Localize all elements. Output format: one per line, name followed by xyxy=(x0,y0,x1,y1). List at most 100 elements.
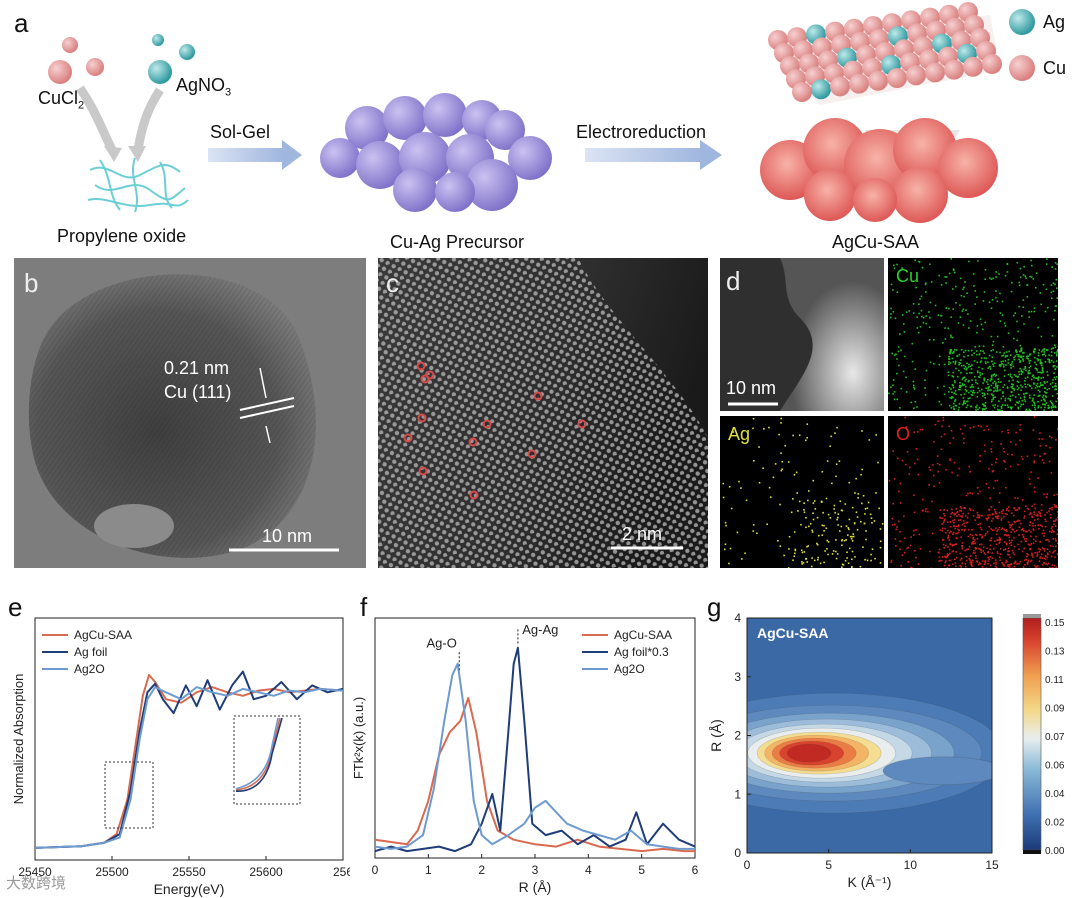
eds-dot xyxy=(925,369,928,372)
eds-dot xyxy=(974,552,976,554)
colorbar-cap xyxy=(1023,614,1041,618)
eds-dot xyxy=(943,393,946,396)
eds-dot xyxy=(841,563,844,566)
eds-dot xyxy=(972,515,975,517)
eds-dot xyxy=(966,548,968,551)
eds-dot xyxy=(860,520,862,523)
eds-dot xyxy=(901,554,904,556)
eds-dot xyxy=(962,402,965,405)
eds-dot xyxy=(960,359,962,361)
eds-dot xyxy=(829,517,832,519)
panel-e-letter: e xyxy=(8,592,23,622)
eds-dot xyxy=(1020,529,1023,531)
eds-dot xyxy=(906,450,909,453)
eds-dot xyxy=(1024,275,1027,277)
eds-dot xyxy=(950,336,952,338)
eds-dot xyxy=(1009,526,1011,529)
eds-dot xyxy=(1017,354,1020,356)
eds-dot xyxy=(999,547,1002,550)
eds-dot xyxy=(968,363,970,366)
eds-dot xyxy=(1043,557,1046,560)
eds-dot xyxy=(1009,556,1011,559)
eds-dot xyxy=(1040,335,1043,338)
eds-dot xyxy=(816,542,818,545)
eds-dot xyxy=(983,352,985,355)
eds-dot xyxy=(768,486,771,489)
eds-dot xyxy=(990,374,993,377)
eds-dot xyxy=(966,521,969,524)
eds-dot xyxy=(835,557,838,560)
eds-dot xyxy=(976,537,979,540)
propylene-oxide-label: Propylene oxide xyxy=(57,226,187,246)
eds-dot xyxy=(774,463,777,465)
eds-dot xyxy=(969,533,972,536)
eds-dot xyxy=(896,398,899,401)
eds-dot xyxy=(823,524,825,527)
eds-dot xyxy=(992,529,995,531)
eds-dot xyxy=(1013,520,1016,523)
eds-dot xyxy=(826,460,829,462)
eds-dot xyxy=(861,468,863,471)
eds-dot xyxy=(948,363,950,366)
eds-dot xyxy=(1020,389,1022,392)
eds-dot xyxy=(998,273,1000,275)
eds-dot xyxy=(1006,553,1009,556)
eds-dot xyxy=(836,426,838,429)
eds-dot xyxy=(1011,549,1014,552)
eds-dot xyxy=(996,516,998,519)
eds-dot xyxy=(1016,563,1018,565)
eds-dot xyxy=(995,290,997,292)
eds-dot xyxy=(961,547,964,549)
scale-label-d: 10 nm xyxy=(726,378,777,398)
eds-dot xyxy=(992,396,995,399)
eds-label-o: O xyxy=(896,424,911,444)
eds-dot xyxy=(1022,458,1024,460)
eds-dot xyxy=(1006,271,1009,273)
eds-dot xyxy=(839,500,842,503)
eds-dot xyxy=(1019,424,1022,426)
eds-dot xyxy=(1048,361,1051,364)
eds-dot xyxy=(1001,300,1004,303)
arrow-electroreduction xyxy=(585,148,703,162)
eds-dot xyxy=(1054,309,1056,312)
eds-dot xyxy=(1016,380,1019,383)
eds-dot xyxy=(984,560,986,563)
eds-dot xyxy=(998,492,1001,494)
legend-label: AgCu-SAA xyxy=(74,628,132,642)
eds-dot xyxy=(895,353,897,356)
eds-dot xyxy=(1009,375,1012,378)
eds-dot xyxy=(944,532,947,534)
eds-dot xyxy=(978,375,980,378)
eds-dot xyxy=(978,376,981,379)
eds-dot xyxy=(860,502,863,505)
eds-dot xyxy=(973,375,976,378)
eds-dot xyxy=(933,485,935,488)
eds-dot xyxy=(1043,562,1045,564)
eds-dot xyxy=(1007,397,1010,400)
eds-dot xyxy=(1021,371,1024,373)
eds-dot xyxy=(948,425,951,427)
eds-dot xyxy=(1020,348,1022,350)
colorbar-tick-label: 0.00 xyxy=(1045,846,1065,857)
eds-dot xyxy=(1043,535,1045,537)
eds-dot xyxy=(991,513,994,516)
eds-dot xyxy=(806,561,808,563)
watermark: 大数跨境 xyxy=(6,875,67,892)
eds-dot xyxy=(1009,398,1011,400)
eds-dot xyxy=(963,383,966,386)
eds-dot xyxy=(1018,507,1020,510)
eds-dot xyxy=(1043,548,1045,550)
eds-dot xyxy=(1037,395,1040,397)
zoom-box xyxy=(104,761,154,829)
eds-dot xyxy=(1039,292,1042,294)
eds-dot xyxy=(973,391,976,394)
eds-dot xyxy=(1022,535,1025,538)
eds-dot xyxy=(987,562,989,565)
eds-map-o-dots xyxy=(888,416,1058,568)
eds-dot xyxy=(996,530,998,533)
eds-dot xyxy=(1019,439,1021,442)
eds-dot xyxy=(1027,383,1029,386)
eds-dot xyxy=(1007,432,1010,434)
eds-dot xyxy=(925,291,927,293)
